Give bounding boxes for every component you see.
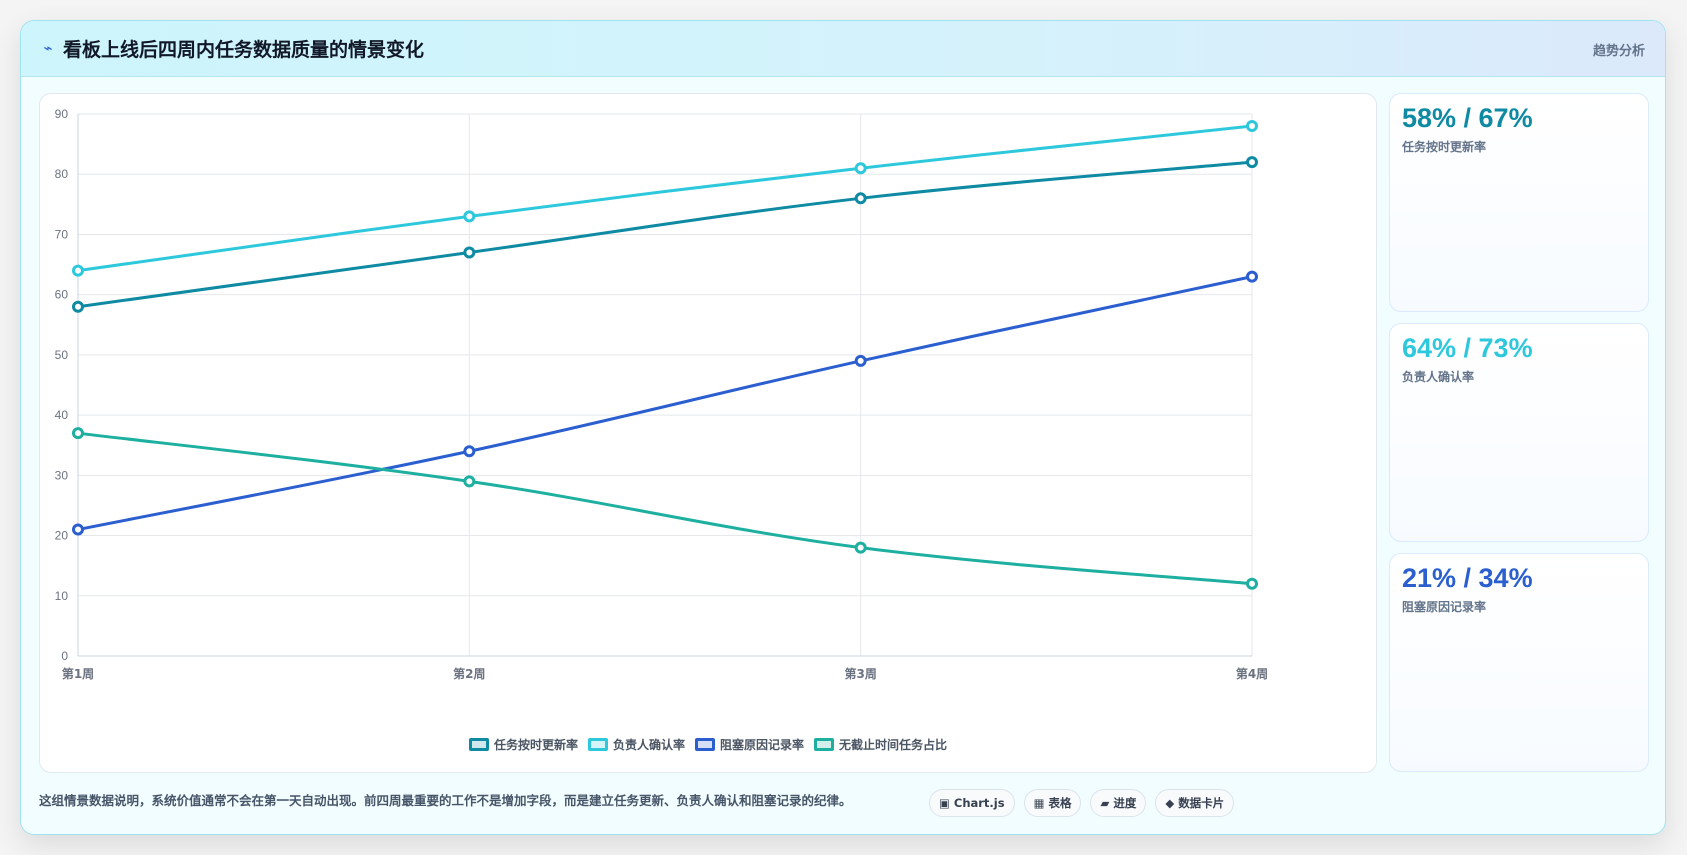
- legend-swatch: [814, 738, 835, 751]
- y-tick-label: 80: [55, 167, 69, 181]
- legend-label: 任务按时更新率: [493, 738, 578, 752]
- chip-label: 进度: [1113, 796, 1137, 810]
- y-tick-label: 30: [55, 468, 69, 482]
- footnote-text: 这组情景数据说明，系统价值通常不会在第一天自动出现。前四周最重要的工作不是增加字…: [39, 793, 852, 808]
- dashboard-card: ⌁ 看板上线后四周内任务数据质量的情景变化 趋势分析 0 10 20 30 40 50 60…: [20, 20, 1666, 835]
- chip-label: Chart.js: [953, 796, 1005, 810]
- data-point: [72, 300, 84, 313]
- card-icon: ◆: [1165, 796, 1175, 810]
- legend-item[interactable]: 负责人确认率: [587, 736, 685, 753]
- series-line: [77, 124, 1253, 273]
- chip-progress[interactable]: ▰ 进度: [1090, 789, 1147, 817]
- chip-chartjs[interactable]: ▣ Chart.js: [929, 789, 1015, 817]
- progress-icon: ▰: [1100, 796, 1110, 810]
- data-point: [1246, 270, 1258, 283]
- chart-icon: ▣: [939, 796, 950, 810]
- kpi-value: 64% / 73%: [1402, 333, 1533, 363]
- data-point: [854, 192, 867, 205]
- trend-analysis-tag: 趋势分析: [1592, 44, 1645, 59]
- chart-panel: 0 10 20 30 40 50 60 70 80 90 第1周 第2周 第3周 第4周 任务按时更新率 负…: [39, 93, 1377, 773]
- kpi-label: 阻塞原因记录率: [1402, 600, 1487, 614]
- data-point: [463, 445, 476, 458]
- kpi-label: 负责人确认率: [1402, 370, 1475, 384]
- legend-swatch: [468, 738, 489, 751]
- y-tick-label: 90: [55, 107, 69, 121]
- y-tick-label: 20: [55, 529, 69, 543]
- card-header: ⌁ 看板上线后四周内任务数据质量的情景变化 趋势分析: [21, 21, 1665, 77]
- line-chart: 0 10 20 30 40 50 60 70 80 90 第1周 第2周 第3周 第4周: [55, 107, 1269, 681]
- y-tick-label: 0: [61, 649, 68, 663]
- data-point: [72, 264, 84, 277]
- y-tick-label: 60: [55, 288, 69, 302]
- x-tick-label: 第2周: [453, 666, 485, 681]
- series-line: [77, 160, 1253, 309]
- page-title: 看板上线后四周内任务数据质量的情景变化: [63, 39, 425, 61]
- series-line: [77, 431, 1253, 586]
- kpi-value: 58% / 67%: [1402, 103, 1533, 133]
- kpi-card-blocker-record-rate: 21% / 34% 阻塞原因记录率: [1389, 553, 1649, 772]
- data-point: [854, 354, 867, 367]
- legend-label: 负责人确认率: [612, 738, 685, 752]
- chip-label: 数据卡片: [1178, 796, 1225, 810]
- legend-label: 阻塞原因记录率: [720, 738, 805, 752]
- y-tick-label: 10: [55, 589, 69, 603]
- table-icon: ▦: [1033, 796, 1045, 810]
- data-point: [1246, 120, 1258, 133]
- chip-data-card[interactable]: ◆ 数据卡片: [1155, 789, 1235, 817]
- data-point: [463, 210, 476, 223]
- data-point: [1246, 156, 1258, 169]
- feature-chips: ▣ Chart.js ▦ 表格 ▰ 进度 ◆ 数据卡片: [929, 789, 1235, 817]
- data-point: [463, 246, 476, 259]
- data-point: [854, 162, 867, 175]
- data-point: [72, 523, 84, 536]
- legend-item[interactable]: 阻塞原因记录率: [695, 736, 804, 753]
- kpi-label: 任务按时更新率: [1402, 140, 1487, 154]
- chart-legend: 任务按时更新率 负责人确认率 阻塞原因记录率 无截止时间任务占比: [40, 736, 1376, 753]
- data-point: [72, 427, 84, 440]
- chip-label: 表格: [1048, 796, 1072, 810]
- bolt-icon: ⌁: [43, 39, 53, 57]
- legend-item[interactable]: 任务按时更新率: [468, 736, 578, 753]
- chip-table[interactable]: ▦ 表格: [1023, 789, 1082, 817]
- legend-swatch: [695, 738, 715, 751]
- legend-swatch: [587, 738, 608, 751]
- data-point: [854, 541, 867, 554]
- kpi-value: 21% / 34%: [1402, 563, 1533, 593]
- y-tick-label: 50: [55, 348, 69, 362]
- series-line: [77, 275, 1253, 532]
- legend-item[interactable]: 无截止时间任务占比: [814, 736, 947, 753]
- y-tick-label: 70: [55, 227, 69, 241]
- kpi-card-update-rate: 58% / 67% 任务按时更新率: [1389, 93, 1649, 312]
- x-tick-label: 第3周: [844, 666, 876, 681]
- y-tick-label: 40: [55, 408, 69, 422]
- x-tick-label: 第4周: [1236, 666, 1268, 681]
- x-tick-label: 第1周: [62, 666, 94, 681]
- data-point: [1246, 577, 1258, 590]
- legend-label: 无截止时间任务占比: [839, 738, 948, 752]
- kpi-card-owner-confirm-rate: 64% / 73% 负责人确认率: [1389, 323, 1649, 542]
- data-point: [463, 475, 476, 488]
